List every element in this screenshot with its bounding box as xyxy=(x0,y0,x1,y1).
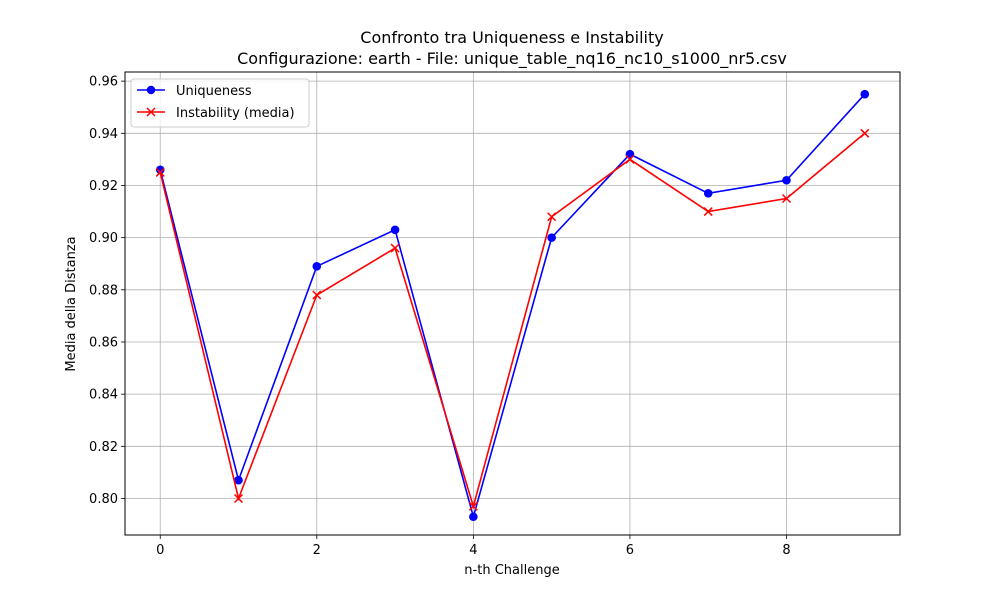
x-tick-label: 0 xyxy=(156,543,164,558)
data-point-uniqueness xyxy=(390,225,400,235)
data-point-instability-media xyxy=(312,290,322,300)
legend-box xyxy=(130,78,310,128)
data-point-instability-media xyxy=(547,212,557,222)
x-tick-label: 4 xyxy=(469,543,477,558)
data-point-uniqueness xyxy=(782,175,791,185)
grid-lines xyxy=(125,72,900,535)
x-tick-label: 2 xyxy=(313,543,321,558)
data-point-instability-media xyxy=(233,493,244,504)
y-axis-label: Media della Distanza xyxy=(64,236,79,371)
data-point-instability-media xyxy=(703,207,713,217)
x-axis-label: n-th Challenge xyxy=(464,563,559,578)
y-tick-label: 0.84 xyxy=(89,388,118,403)
series-line-instability-media xyxy=(159,132,866,510)
chart-title: Confronto tra Uniqueness e Instability xyxy=(360,28,663,47)
legend-marker-uniqueness xyxy=(146,85,156,95)
plot-frame xyxy=(124,71,901,536)
series-line-uniqueness xyxy=(159,93,866,520)
legend: Uniqueness Instability (media) xyxy=(130,78,310,128)
data-point-instability-media xyxy=(860,128,870,138)
series-group xyxy=(155,89,870,522)
y-tick-label: 0.80 xyxy=(89,492,118,507)
y-tick-label: 0.86 xyxy=(89,335,118,350)
data-point-instability-media xyxy=(625,154,635,164)
y-tick-label: 0.94 xyxy=(89,127,118,142)
chart-subtitle: Configurazione: earth - File: unique_tab… xyxy=(237,49,787,69)
legend-label-uniqueness: Uniqueness xyxy=(176,84,252,99)
legend-label-instability: Instability (media) xyxy=(176,106,295,121)
x-tick-label: 6 xyxy=(626,543,634,558)
data-point-instability-media xyxy=(155,167,165,177)
data-point-uniqueness xyxy=(312,262,322,271)
data-point-uniqueness xyxy=(547,233,556,242)
y-tick-label: 0.92 xyxy=(89,179,118,194)
legend-marker-instability xyxy=(146,107,156,117)
y-tick-label: 0.96 xyxy=(89,75,118,90)
data-point-uniqueness xyxy=(155,165,165,175)
data-point-instability-media xyxy=(781,193,792,204)
data-point-uniqueness xyxy=(703,188,713,198)
axis-ticks: 0 2 4 6 8 0.80 0.82 0.84 0.86 0.88 0.90 0.92 0.94 0.9… xyxy=(89,75,791,558)
data-point-uniqueness xyxy=(234,475,243,485)
y-tick-label: 0.88 xyxy=(89,283,118,298)
data-point-uniqueness xyxy=(860,89,870,99)
data-point-instability-media xyxy=(468,501,478,511)
x-tick-label: 8 xyxy=(782,543,790,558)
data-point-uniqueness xyxy=(469,512,478,522)
y-tick-label: 0.82 xyxy=(89,440,118,455)
data-point-instability-media xyxy=(390,243,400,253)
y-tick-label: 0.90 xyxy=(89,231,118,246)
